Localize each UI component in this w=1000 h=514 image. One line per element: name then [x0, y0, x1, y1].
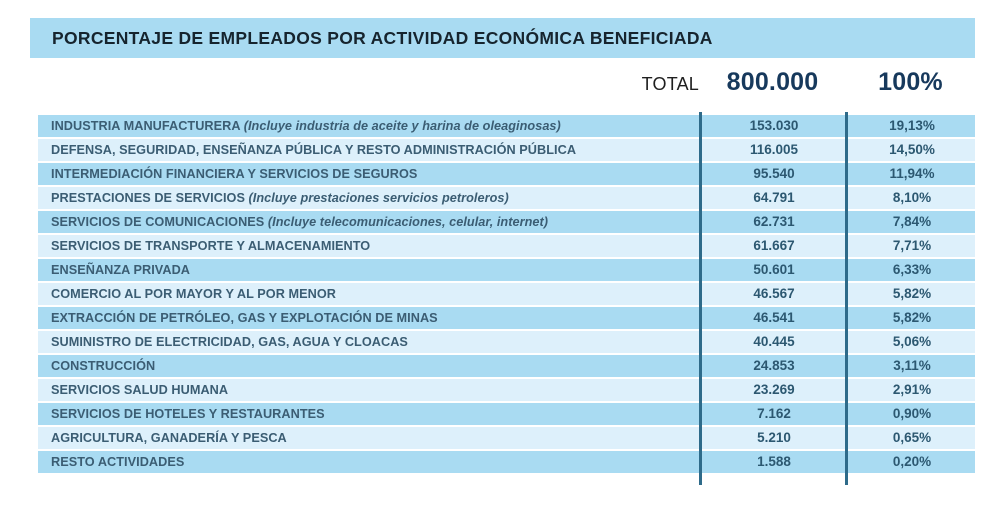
row-activity-label: AGRICULTURA, GANADERÍA Y PESCA — [38, 427, 287, 449]
row-activity-name: AGRICULTURA, GANADERÍA Y PESCA — [51, 431, 287, 445]
row-employees-value: 95.540 — [753, 166, 795, 181]
row-employees-value: 50.601 — [753, 262, 795, 277]
row-percent-value: 0,65% — [892, 430, 932, 445]
row-activity-label: COMERCIO AL POR MAYOR Y AL POR MENOR — [38, 283, 336, 305]
row-percent-value: 0,20% — [892, 454, 932, 469]
total-employees-value: 800.000 — [726, 68, 819, 96]
column-divider-percent — [845, 112, 848, 485]
row-percent-value: 0,90% — [892, 406, 932, 421]
table-row: SERVICIOS SALUD HUMANA 23.269 2,91% — [38, 379, 975, 401]
row-activity-label: ENSEÑANZA PRIVADA — [38, 259, 190, 281]
row-activity-name: ENSEÑANZA PRIVADA — [51, 263, 191, 277]
row-employees-value: 24.853 — [753, 358, 795, 373]
row-activity-label: INTERMEDIACIÓN FINANCIERA Y SERVICIOS DE… — [38, 163, 417, 185]
row-activity-label: SERVICIOS DE HOTELES Y RESTAURANTES — [38, 403, 325, 425]
table-row: COMERCIO AL POR MAYOR Y AL POR MENOR 46.5… — [38, 283, 975, 305]
row-activity-name: INDUSTRIA MANUFACTURERA — [51, 119, 244, 133]
row-employees-value: 23.269 — [753, 382, 795, 397]
row-activity-name: INTERMEDIACIÓN FINANCIERA Y SERVICIOS DE… — [51, 167, 418, 181]
table-row: CONSTRUCCIÓN 24.853 3,11% — [38, 355, 975, 377]
row-activity-label: SERVICIOS DE COMUNICACIONES (Incluye tel… — [38, 211, 548, 233]
row-percent-value: 14,50% — [889, 142, 935, 157]
row-percent-value: 2,91% — [892, 382, 932, 397]
row-employees-value: 61.667 — [753, 238, 795, 253]
row-employees-value: 1.588 — [757, 454, 791, 469]
row-activity-label: EXTRACCIÓN DE PETRÓLEO, GAS Y EXPLOTACIÓ… — [38, 307, 438, 329]
row-percent-value: 6,33% — [892, 262, 932, 277]
row-activity-note: (Incluye prestaciones servicios petroler… — [248, 191, 509, 205]
row-activity-label: SUMINISTRO DE ELECTRICIDAD, GAS, AGUA Y … — [38, 331, 408, 353]
row-employees-value: 46.541 — [753, 310, 795, 325]
table-row: DEFENSA, SEGURIDAD, ENSEÑANZA PÚBLICA Y … — [38, 139, 975, 161]
row-percent-value: 3,11% — [893, 358, 931, 373]
total-row: TOTAL 800.000 100% — [30, 64, 975, 110]
row-percent-value: 11,94% — [889, 166, 935, 181]
row-activity-label: CONSTRUCCIÓN — [38, 355, 155, 377]
row-activity-name: COMERCIO AL POR MAYOR Y AL POR MENOR — [51, 287, 336, 301]
row-activity-name: PRESTACIONES DE SERVICIOS — [51, 191, 249, 205]
table-row: PRESTACIONES DE SERVICIOS (Incluye prest… — [38, 187, 975, 209]
table-row: SERVICIOS DE COMUNICACIONES (Incluye tel… — [38, 211, 975, 233]
row-activity-name: SERVICIOS DE COMUNICACIONES — [51, 215, 268, 229]
row-activity-note: (Incluye industria de aceite y harina de… — [243, 119, 561, 133]
row-activity-label: DEFENSA, SEGURIDAD, ENSEÑANZA PÚBLICA Y … — [38, 139, 576, 161]
table-row: SERVICIOS DE TRANSPORTE Y ALMACENAMIENTO… — [38, 235, 975, 257]
table-title-band: PORCENTAJE DE EMPLEADOS POR ACTIVIDAD EC… — [30, 18, 975, 58]
row-activity-name: SERVICIOS DE TRANSPORTE Y ALMACENAMIENTO — [51, 239, 371, 253]
table-row: AGRICULTURA, GANADERÍA Y PESCA 5.210 0,65% — [38, 427, 975, 449]
total-percent-value: 100% — [878, 68, 943, 96]
row-activity-label: SERVICIOS SALUD HUMANA — [38, 379, 228, 401]
table-row: RESTO ACTIVIDADES 1.588 0,20% — [38, 451, 975, 473]
table-row: SUMINISTRO DE ELECTRICIDAD, GAS, AGUA Y … — [38, 331, 975, 353]
table-row: ENSEÑANZA PRIVADA 50.601 6,33% — [38, 259, 975, 281]
row-activity-name: SERVICIOS SALUD HUMANA — [51, 383, 229, 397]
row-employees-value: 46.567 — [753, 286, 795, 301]
row-percent-value: 5,06% — [892, 334, 932, 349]
row-activity-name: DEFENSA, SEGURIDAD, ENSEÑANZA PÚBLICA Y … — [51, 143, 577, 157]
row-employees-value: 153.030 — [749, 118, 799, 133]
row-activity-label: PRESTACIONES DE SERVICIOS (Incluye prest… — [38, 187, 509, 209]
row-activity-note: (Incluye telecomunicaciones, celular, in… — [267, 215, 549, 229]
table-row: INTERMEDIACIÓN FINANCIERA Y SERVICIOS DE… — [38, 163, 975, 185]
row-employees-value: 40.445 — [753, 334, 795, 349]
row-employees-value: 5.210 — [757, 430, 791, 445]
table-row: SERVICIOS DE HOTELES Y RESTAURANTES 7.162… — [38, 403, 975, 425]
total-label: TOTAL — [641, 74, 699, 94]
row-activity-label: RESTO ACTIVIDADES — [38, 451, 184, 473]
page-title: PORCENTAJE DE EMPLEADOS POR ACTIVIDAD EC… — [52, 27, 713, 48]
row-activity-name: RESTO ACTIVIDADES — [51, 455, 185, 469]
column-divider-employees — [699, 112, 702, 485]
row-activity-name: CONSTRUCCIÓN — [51, 359, 156, 373]
row-percent-value: 5,82% — [892, 286, 932, 301]
row-activity-label: SERVICIOS DE TRANSPORTE Y ALMACENAMIENTO — [38, 235, 370, 257]
row-activity-name: SERVICIOS DE HOTELES Y RESTAURANTES — [51, 407, 325, 421]
row-activity-name: SUMINISTRO DE ELECTRICIDAD, GAS, AGUA Y … — [51, 335, 408, 349]
table-row: EXTRACCIÓN DE PETRÓLEO, GAS Y EXPLOTACIÓ… — [38, 307, 975, 329]
row-employees-value: 7.162 — [757, 406, 791, 421]
row-percent-value: 7,71% — [892, 238, 932, 253]
row-percent-value: 5,82% — [892, 310, 932, 325]
data-table: INDUSTRIA MANUFACTURERA (Incluye industr… — [38, 115, 975, 475]
table-row: INDUSTRIA MANUFACTURERA (Incluye industr… — [38, 115, 975, 137]
row-percent-value: 8,10% — [892, 190, 932, 205]
row-employees-value: 64.791 — [753, 190, 795, 205]
row-activity-label: INDUSTRIA MANUFACTURERA (Incluye industr… — [38, 115, 561, 137]
row-activity-name: EXTRACCIÓN DE PETRÓLEO, GAS Y EXPLOTACIÓ… — [51, 311, 438, 325]
row-employees-value: 116.005 — [749, 142, 799, 157]
row-employees-value: 62.731 — [753, 214, 795, 229]
row-percent-value: 7,84% — [892, 214, 932, 229]
row-percent-value: 19,13% — [889, 118, 935, 133]
